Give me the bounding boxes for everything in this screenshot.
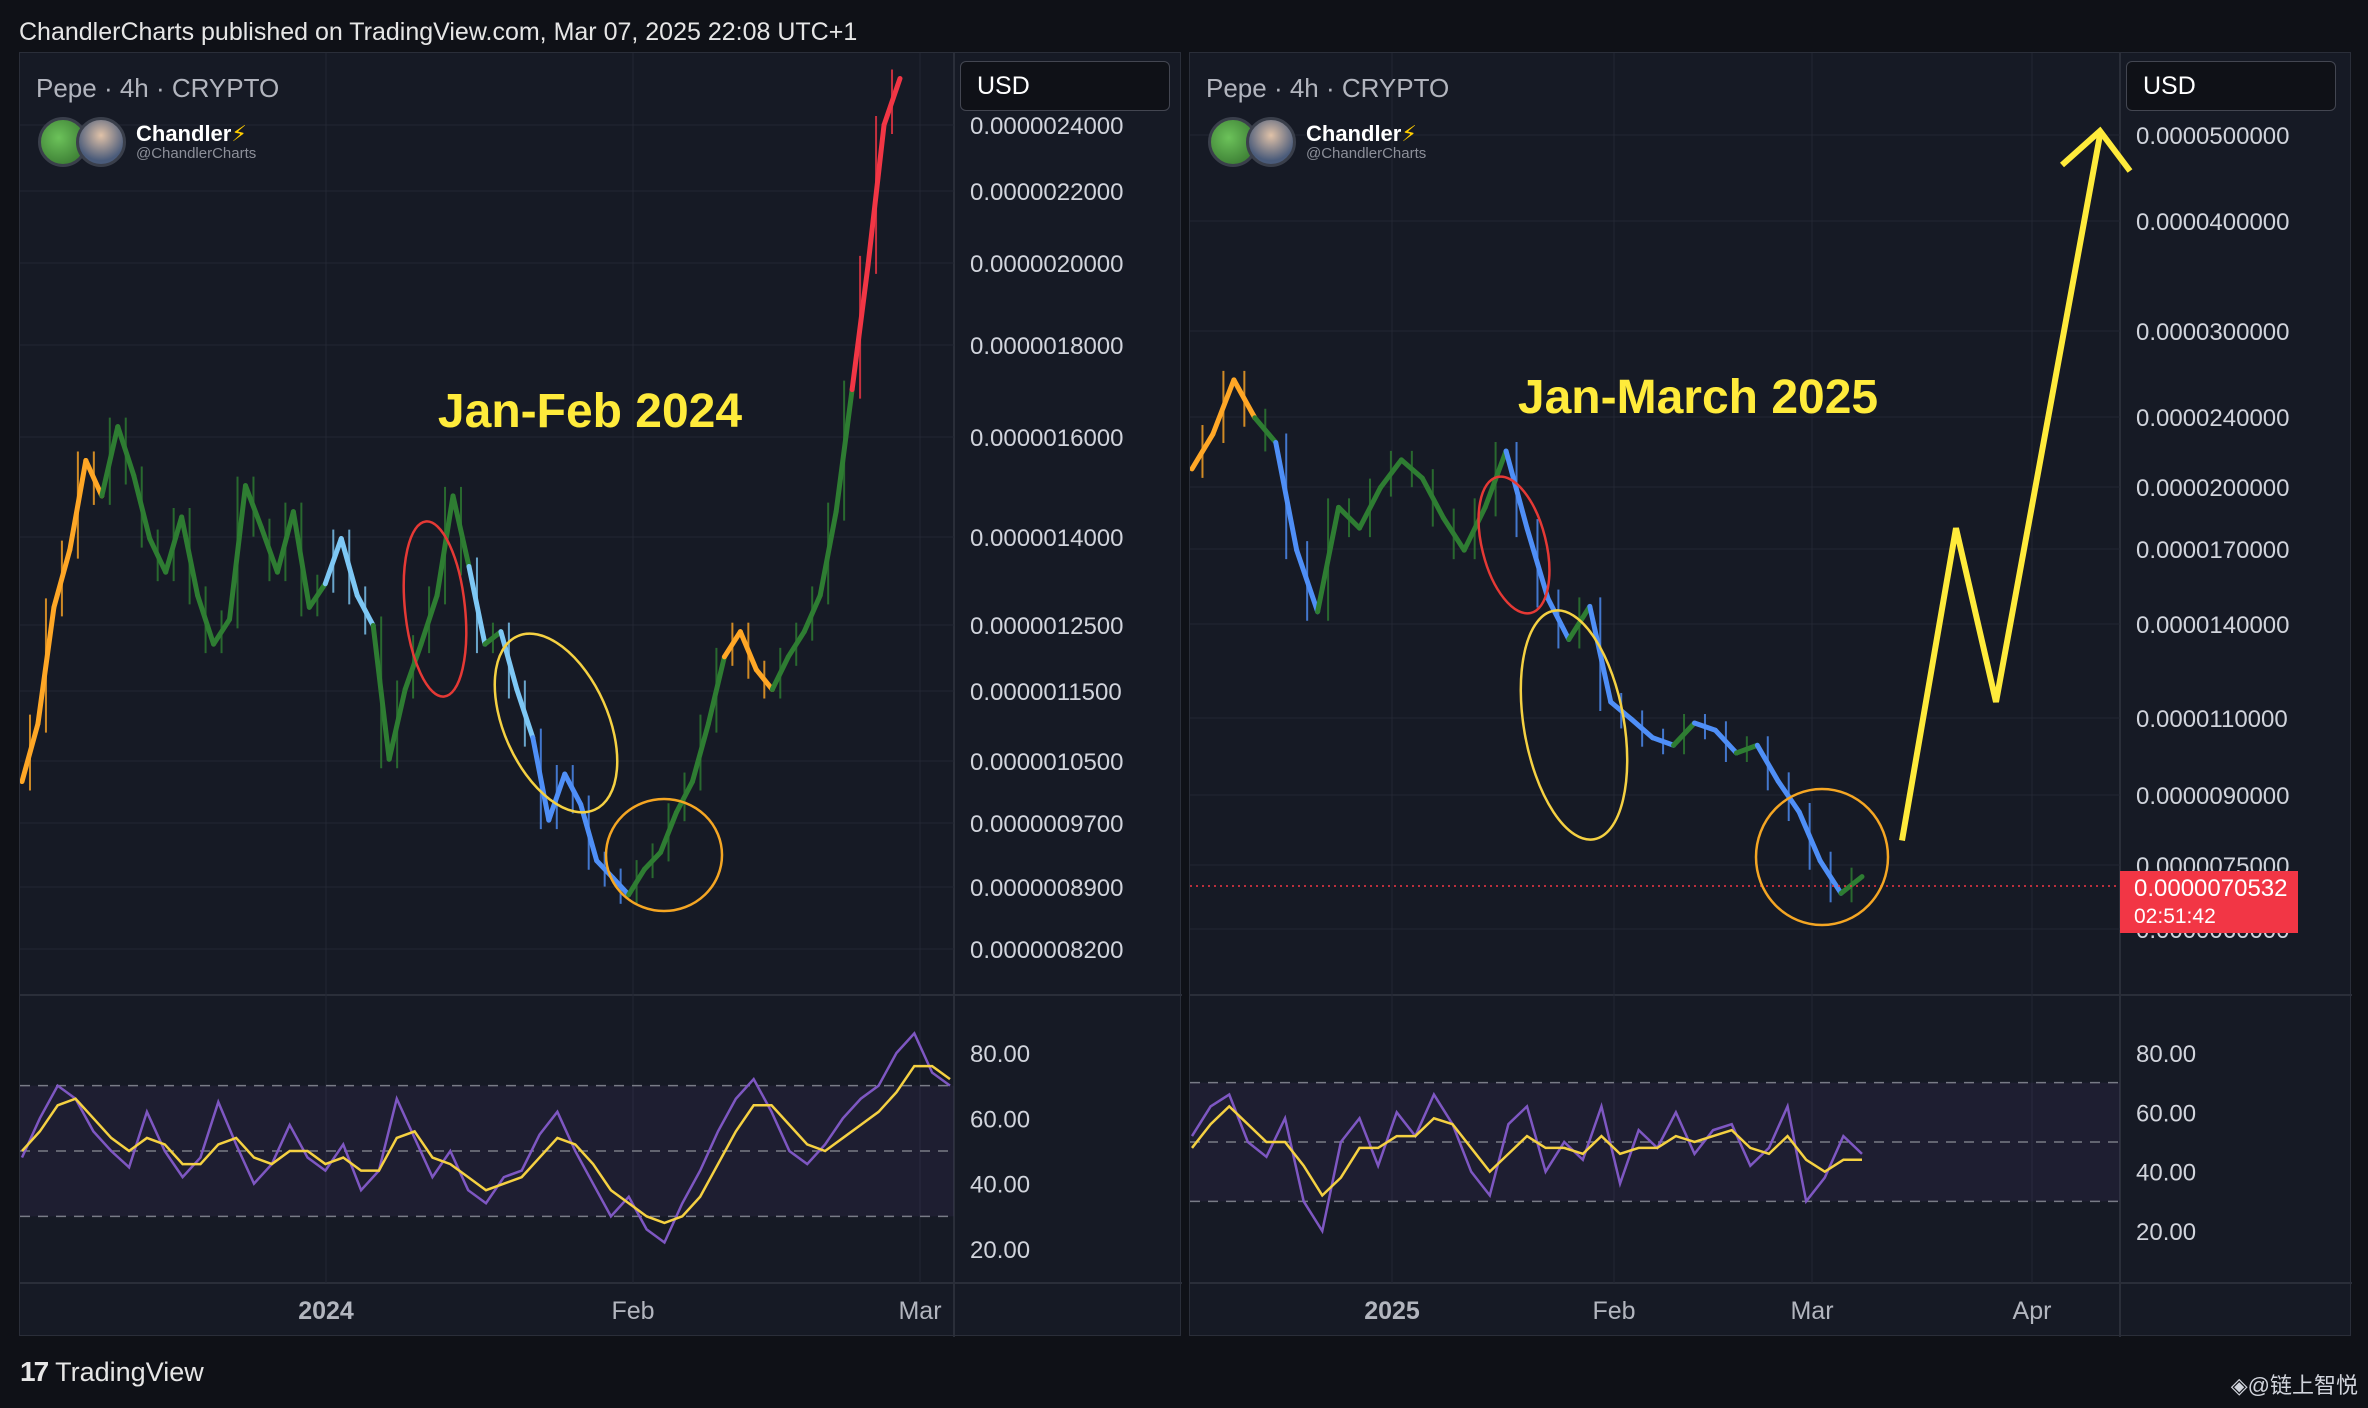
symbol-label: Pepe · 4h · CRYPTO: [1206, 73, 1450, 103]
time-axis-label: Apr: [2013, 1297, 2052, 1325]
rsi-axis-label: 20.00: [970, 1237, 1030, 1264]
highlight-ellipse: [604, 797, 724, 913]
author-badge: Chandler⚡ @ChandlerCharts: [38, 117, 256, 167]
last-price-tag: 0.0000070532 02:51:42: [2120, 871, 2298, 933]
author-name: Chandler: [1306, 120, 1402, 146]
bar-countdown: 02:51:42: [2134, 904, 2216, 928]
highlight-ellipse: [1754, 787, 1890, 927]
tradingview-logo-icon: 17: [20, 1356, 49, 1387]
currency-selector[interactable]: USD: [2126, 61, 2336, 111]
rsi-ma-line: [21, 1064, 951, 1225]
price-axis-label: 0.0000400000: [2136, 209, 2290, 236]
time-axis-label: Mar: [1790, 1297, 1833, 1325]
price-axis-label: 0.0000024000: [970, 113, 1124, 140]
currency-selector[interactable]: USD: [960, 61, 1170, 111]
price-axis-label: 0.0000170000: [2136, 537, 2290, 564]
highlight-ellipse: [1519, 609, 1629, 841]
price-axis-label: 0.0000200000: [2136, 475, 2290, 502]
price-axis-label: 0.0000008200: [970, 937, 1124, 964]
time-axis-label: 2025: [1364, 1297, 1420, 1325]
price-axis-label: 0.0000016000: [970, 425, 1124, 452]
rsi-ma-line: [1191, 1104, 1862, 1198]
author-badge: Chandler⚡ @ChandlerCharts: [1208, 117, 1426, 167]
chart-canvas-2025[interactable]: 2025 Feb Mar Apr 0.0000500000 0.0000400000 0.0…: [1190, 53, 2352, 1337]
projection-arrow-line: [1899, 134, 2103, 841]
price-axis-label: 0.0000500000: [2136, 123, 2290, 150]
price-axis-label: 0.0000300000: [2136, 319, 2290, 346]
tradingview-logo-text: TradingView: [55, 1356, 204, 1387]
chart-panel-2024[interactable]: 2024 Feb Mar 0.0000024000 0.0000022000 0.0000…: [19, 52, 1182, 1337]
price-axis-label: 0.0000020000: [970, 251, 1124, 278]
projection-arrowhead-icon: [2059, 126, 2133, 173]
rsi-axis-label: 80.00: [2136, 1041, 2196, 1068]
period-annotation: Jan-March 2025: [1518, 371, 1878, 424]
highlight-ellipse: [402, 520, 468, 698]
rsi-line: [1190, 1091, 1863, 1235]
price-axis-label: 0.0000018000: [970, 333, 1124, 360]
lightning-icon: ⚡: [231, 120, 247, 146]
price-axis-label: 0.0000240000: [2136, 405, 2290, 432]
highlight-ellipse: [493, 632, 619, 814]
author-handle: @ChandlerCharts: [136, 144, 257, 162]
price-axis-label: 0.0000110000: [2136, 706, 2288, 733]
rsi-line: [20, 1031, 951, 1245]
last-price-value: 0.0000070532: [2134, 875, 2288, 902]
time-axis-label: Feb: [1592, 1297, 1635, 1325]
lightning-icon: ⚡: [1401, 120, 1417, 146]
chart-panel-2025[interactable]: 2025 Feb Mar Apr 0.0000500000 0.0000400000 0.0…: [1189, 52, 2352, 1337]
rsi-axis-label: 20.00: [2136, 1219, 2196, 1246]
price-axis-label: 0.0000022000: [970, 179, 1124, 206]
price-axis-label: 0.0000090000: [2136, 783, 2290, 810]
chart-canvas-2024[interactable]: 2024 Feb Mar 0.0000024000 0.0000022000 0.0000…: [20, 53, 1182, 1337]
period-annotation: Jan-Feb 2024: [438, 385, 742, 438]
time-axis-label: Feb: [611, 1297, 654, 1325]
price-axis-label: 0.0000014000: [970, 525, 1124, 552]
time-axis-label: Mar: [898, 1297, 941, 1325]
time-axis-label: 2024: [298, 1297, 354, 1325]
rsi-axis-label: 80.00: [970, 1041, 1030, 1068]
watermark: ◈@链上智悦: [2230, 1373, 2358, 1398]
tradingview-logo[interactable]: 17 TradingView: [20, 1356, 204, 1388]
rsi-axis-label: 60.00: [970, 1106, 1030, 1133]
rsi-band: [1190, 1082, 2120, 1202]
price-axis-label: 0.0000010500: [970, 749, 1124, 776]
highlight-ellipse: [1477, 475, 1551, 615]
author-avatar-icon: [76, 117, 126, 167]
publish-header: ChandlerCharts published on TradingView.…: [19, 18, 858, 46]
rsi-axis-label: 60.00: [2136, 1100, 2196, 1127]
price-axis-label: 0.0000012500: [970, 613, 1124, 640]
price-axis-label: 0.0000009700: [970, 811, 1124, 838]
symbol-label: Pepe · 4h · CRYPTO: [36, 73, 280, 103]
rsi-axis-label: 40.00: [970, 1172, 1030, 1199]
author-name: Chandler: [136, 120, 232, 146]
price-axis-label: 0.0000011500: [970, 679, 1122, 706]
price-axis-label: 0.0000008900: [970, 875, 1124, 902]
rsi-axis-label: 40.00: [2136, 1160, 2196, 1187]
author-handle: @ChandlerCharts: [1306, 144, 1427, 162]
author-avatar-icon: [1246, 117, 1296, 167]
price-axis-label: 0.0000140000: [2136, 612, 2290, 639]
